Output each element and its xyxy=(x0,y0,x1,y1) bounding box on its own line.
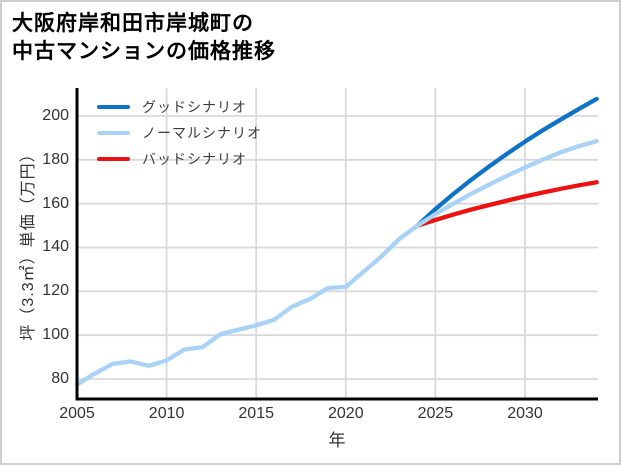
y-tick-label: 100 xyxy=(42,326,69,344)
chart-title-line2: 中古マンションの価格推移 xyxy=(12,40,276,63)
legend-label-good: グッドシナリオ xyxy=(142,99,247,115)
y-tick-label: 180 xyxy=(42,150,69,168)
y-tick-label: 160 xyxy=(42,194,69,212)
x-tick-label: 2015 xyxy=(238,405,274,422)
y-axis-label: 坪（3.3㎡）単価（万円） xyxy=(20,145,37,341)
legend-line-good-icon xyxy=(97,105,130,109)
legend-item-good-scenario: グッドシナリオ xyxy=(97,94,262,120)
legend-line-normal-icon xyxy=(97,131,130,135)
x-tick-label: 2010 xyxy=(148,405,185,422)
legend-item-normal-scenario: ノーマルシナリオ xyxy=(97,120,262,146)
y-tick-label: 140 xyxy=(42,238,69,256)
chart-title-line1: 大阪府岸和田市岸城町の xyxy=(12,12,254,35)
x-tick-label: 2005 xyxy=(59,405,95,422)
y-tick-label: 120 xyxy=(42,282,69,300)
chart-title: 大阪府岸和田市岸城町の 中古マンションの価格推移 xyxy=(12,10,276,66)
legend-item-bad-scenario: バッドシナリオ xyxy=(97,146,262,172)
legend-line-bad-icon xyxy=(97,157,130,161)
x-tick-label: 2030 xyxy=(507,405,543,422)
x-tick-label: 2025 xyxy=(417,405,454,422)
y-tick-label: 80 xyxy=(51,370,69,387)
x-tick-label: 2020 xyxy=(328,405,364,422)
y-tick-label: 200 xyxy=(42,106,69,124)
chart-legend: グッドシナリオ ノーマルシナリオ バッドシナリオ xyxy=(97,94,262,172)
legend-label-normal: ノーマルシナリオ xyxy=(142,125,262,141)
y-axis-ticks: 80 100 120 140 160 180 200 xyxy=(2,2,69,463)
x-axis-label: 年 xyxy=(328,431,346,450)
x-axis-ticks: 2005 2010 2015 2020 2025 2030 xyxy=(2,405,619,425)
legend-label-bad: バッドシナリオ xyxy=(142,151,247,167)
